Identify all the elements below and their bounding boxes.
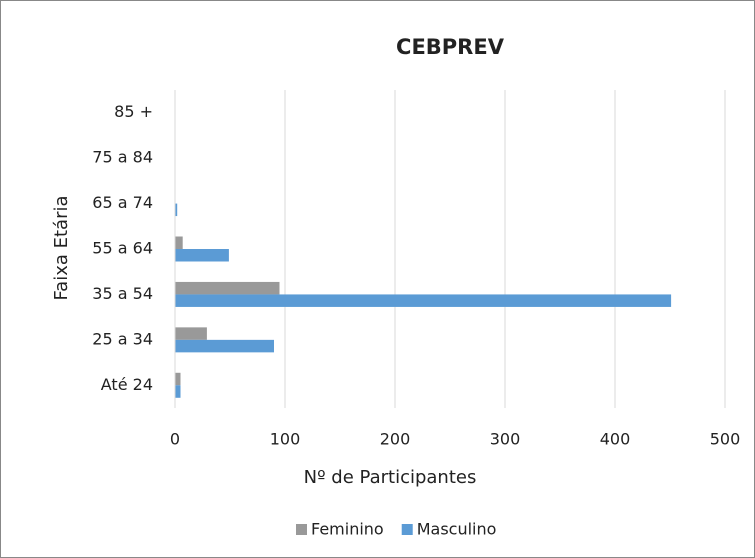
bar <box>175 372 181 386</box>
x-tick-label: 400 <box>600 430 631 449</box>
x-tick-label: 300 <box>490 430 521 449</box>
bar <box>175 236 183 249</box>
legend-swatch <box>296 524 307 535</box>
x-tick-label: 0 <box>170 430 180 449</box>
x-tick-label: 500 <box>710 430 741 449</box>
x-axis-title: Nº de Participantes <box>304 467 477 488</box>
legend-label: Masculino <box>417 520 497 539</box>
bar <box>175 203 178 217</box>
legend-swatch <box>401 524 413 535</box>
y-tick-label: Até 24 <box>101 375 153 394</box>
y-tick-label: 85 + <box>114 102 153 121</box>
x-tick-label: 200 <box>380 430 411 449</box>
bar <box>175 339 274 353</box>
y-tick-label: 75 a 84 <box>92 148 153 167</box>
bar <box>175 249 229 262</box>
y-tick-label: 65 a 74 <box>92 193 153 212</box>
bar <box>175 294 672 307</box>
y-tick-label: 25 a 34 <box>92 329 153 348</box>
y-axis-title: Faixa Etária <box>51 195 72 300</box>
x-tick-label: 100 <box>270 430 301 449</box>
y-tick-label: 55 a 64 <box>92 239 153 258</box>
legend-label: Feminino <box>311 520 384 539</box>
y-tick-label: 35 a 54 <box>92 284 153 303</box>
bar <box>175 385 181 398</box>
bar <box>175 281 280 295</box>
bar <box>175 327 207 340</box>
chart-title: CEBPREV <box>396 35 505 59</box>
